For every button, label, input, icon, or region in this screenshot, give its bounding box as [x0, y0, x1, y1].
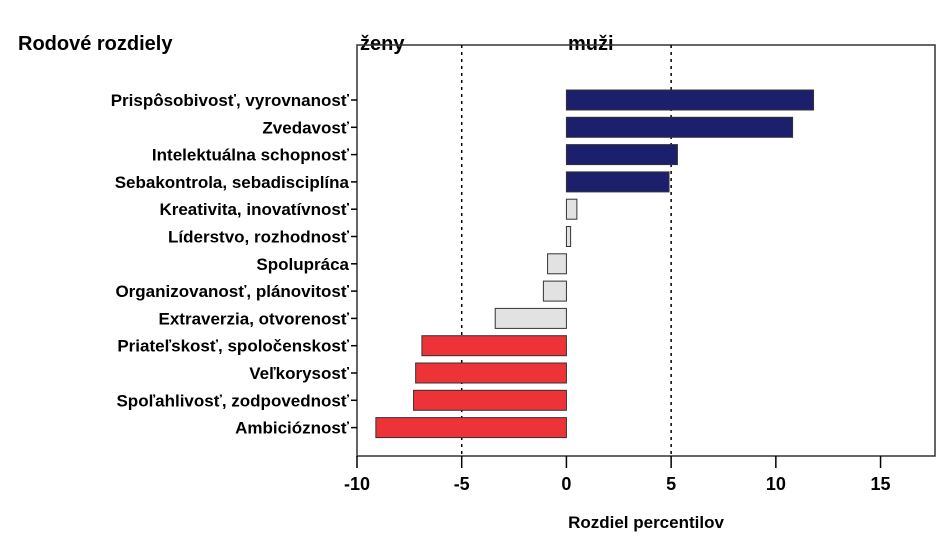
bar: [421, 335, 567, 357]
group-label-women: ženy: [360, 33, 405, 55]
category-label: Priateľskosť, spoločenskosť: [117, 337, 350, 356]
bar: [547, 253, 567, 275]
x-tick-label: 5: [666, 474, 676, 494]
category-label: Sebakontrola, sebadisciplína: [115, 173, 350, 192]
bar: [494, 307, 567, 329]
category-label: Organizovanosť, plánovitosť: [115, 282, 349, 301]
category-label: Prispôsobivosť, vyrovnanosť: [111, 91, 350, 110]
bar: [565, 226, 572, 247]
bar: [565, 171, 670, 193]
category-label: Kreativita, inovatívnosť: [159, 200, 349, 219]
category-label: Ambicióznosť: [235, 419, 350, 438]
category-label: Zvedavosť: [262, 118, 349, 137]
x-tick-label: -5: [454, 474, 470, 494]
x-tick-label: 15: [871, 474, 891, 494]
category-label: Intelektuálna schopnosť: [152, 146, 350, 165]
plot-frame: [356, 44, 936, 457]
bar: [565, 116, 794, 138]
category-label: Spoľahlivosť, zodpovednosť: [116, 391, 349, 410]
category-label: Spolupráca: [256, 255, 349, 274]
bar: [565, 144, 678, 166]
bar: [415, 362, 567, 384]
x-tick-label: -10: [344, 474, 370, 494]
category-label: Extraverzia, otvorenosť: [159, 309, 350, 328]
bar: [413, 389, 567, 411]
x-tick-label: 0: [561, 474, 571, 494]
bar: [565, 198, 578, 220]
bar: [565, 89, 815, 111]
category-label: Veľkorysosť: [249, 364, 350, 383]
group-label-men: muži: [568, 33, 614, 55]
bar: [375, 417, 567, 439]
x-axis-label: Rozdiel percentilov: [568, 513, 724, 532]
bar: [542, 280, 567, 302]
x-tick-label: 10: [766, 474, 786, 494]
category-label: Líderstvo, rozhodnosť: [168, 228, 350, 247]
chart-title: Rodové rozdiely: [18, 33, 173, 55]
